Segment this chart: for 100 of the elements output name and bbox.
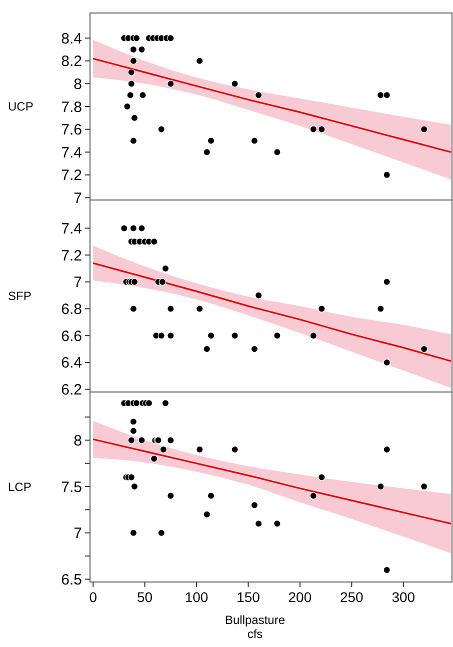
y-tick-label: 7.6 xyxy=(61,122,82,139)
point xyxy=(130,418,138,426)
point xyxy=(310,126,318,133)
y-tick-label: 7.4 xyxy=(61,144,82,162)
line-series xyxy=(92,438,452,524)
point xyxy=(207,332,215,340)
point xyxy=(203,345,210,353)
line-series xyxy=(92,58,452,153)
y-tick-label: 6.8 xyxy=(61,301,82,318)
point xyxy=(196,305,204,312)
point xyxy=(250,501,258,509)
x-tick-label: 0 xyxy=(89,589,98,605)
point xyxy=(310,492,318,500)
point xyxy=(250,137,258,144)
point xyxy=(120,224,128,232)
point xyxy=(420,482,428,490)
point xyxy=(383,358,390,366)
point xyxy=(130,46,138,54)
x-tick-label: 250 xyxy=(340,589,364,605)
y-tick-label: 7 xyxy=(74,274,82,292)
x-tick-label: 200 xyxy=(288,589,312,605)
point xyxy=(231,446,238,454)
y-tick-label: 6.4 xyxy=(61,354,82,372)
point xyxy=(420,345,428,353)
point xyxy=(310,332,318,340)
y-tick-label: 6.2 xyxy=(61,382,82,399)
point xyxy=(128,436,135,444)
y-tick-label: 8 xyxy=(74,432,82,450)
x-tick-label: 300 xyxy=(392,589,416,605)
point xyxy=(162,400,170,407)
point xyxy=(130,482,138,490)
point xyxy=(254,292,262,299)
point xyxy=(274,520,281,528)
point xyxy=(383,446,390,454)
point xyxy=(130,137,138,144)
point xyxy=(130,427,138,435)
point xyxy=(196,446,204,454)
point xyxy=(167,492,174,500)
point xyxy=(207,492,215,500)
point xyxy=(158,529,165,536)
point xyxy=(130,57,138,64)
y-tick-label: 7 xyxy=(74,190,82,207)
y-tick-label: 7.8 xyxy=(61,98,82,116)
y-axis-title: UCP xyxy=(8,100,34,114)
y-tick-label: 6.5 xyxy=(61,571,82,588)
point xyxy=(318,474,326,481)
point xyxy=(274,148,281,156)
x-axis-title: Bullpasture cfs xyxy=(224,613,286,641)
y-tick-label: 6.6 xyxy=(61,328,82,345)
y-tick-label: 7.5 xyxy=(61,478,82,496)
point xyxy=(130,278,138,286)
x-tick-label: 100 xyxy=(184,589,208,605)
point xyxy=(132,400,140,407)
point xyxy=(132,34,140,42)
point xyxy=(167,332,174,340)
point xyxy=(130,114,138,122)
point xyxy=(383,92,390,99)
point xyxy=(231,80,238,88)
point xyxy=(167,34,174,42)
point xyxy=(383,566,390,574)
point xyxy=(167,436,174,444)
point xyxy=(158,278,166,286)
point xyxy=(383,171,390,179)
point xyxy=(130,305,138,312)
y-tick-label: 8.2 xyxy=(61,53,82,70)
point xyxy=(377,92,384,99)
y-axis-title: SFP xyxy=(8,289,32,304)
point xyxy=(128,80,135,88)
point xyxy=(138,436,146,444)
point xyxy=(130,529,138,536)
point xyxy=(139,92,146,99)
point xyxy=(128,474,135,481)
point xyxy=(203,510,210,518)
point xyxy=(318,305,326,312)
point xyxy=(160,446,168,454)
y-tick-label: 7.2 xyxy=(61,167,82,184)
point xyxy=(383,278,390,286)
point xyxy=(145,400,153,407)
point xyxy=(231,332,238,340)
y-tick-label: 7 xyxy=(74,525,82,542)
point xyxy=(128,68,135,76)
x-tick-label: 50 xyxy=(137,589,153,605)
point xyxy=(150,238,158,246)
point xyxy=(196,57,204,64)
y-axis-title: LCP xyxy=(8,480,32,494)
y-tick-label: 7.4 xyxy=(61,220,82,238)
point xyxy=(203,148,210,156)
point xyxy=(158,126,165,133)
point xyxy=(207,137,215,144)
point xyxy=(254,520,262,528)
point xyxy=(420,126,428,133)
point xyxy=(124,102,131,110)
y-tick-label: 8 xyxy=(74,76,82,93)
point xyxy=(167,305,174,312)
point xyxy=(150,455,158,462)
point xyxy=(377,482,384,490)
point xyxy=(250,345,258,353)
y-tick-label: 7.2 xyxy=(61,247,82,264)
point xyxy=(254,92,262,99)
point xyxy=(167,80,174,88)
